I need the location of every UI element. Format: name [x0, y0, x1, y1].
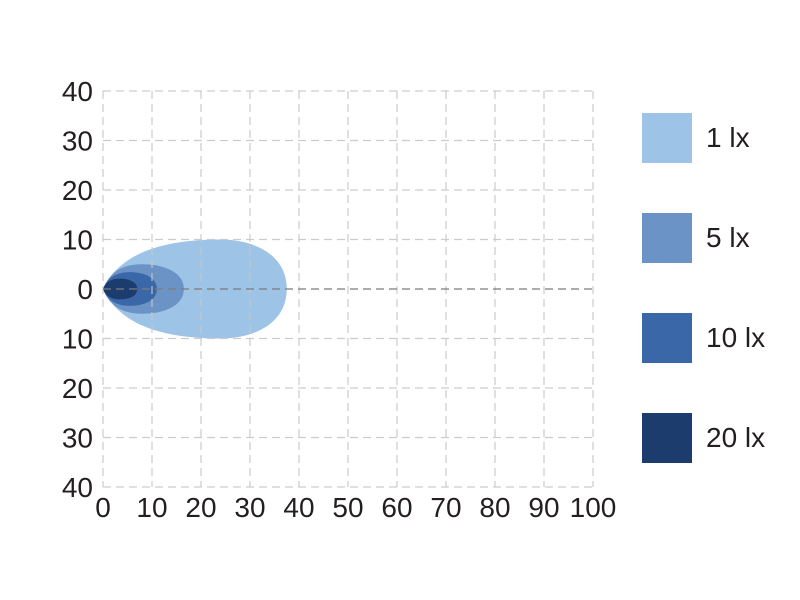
x-tick-label: 70 [430, 492, 461, 523]
x-tick-label: 90 [528, 492, 559, 523]
x-tick-label: 40 [283, 492, 314, 523]
legend-swatch [642, 113, 692, 163]
legend-label: 5 lx [706, 222, 750, 253]
legend-swatch [642, 313, 692, 363]
legend-label: 20 lx [706, 422, 766, 453]
x-tick-label: 20 [185, 492, 216, 523]
x-tick-label: 10 [136, 492, 167, 523]
legend-label: 10 lx [706, 322, 766, 353]
y-tick-label: 20 [62, 373, 93, 404]
legend-swatch [642, 413, 692, 463]
y-tick-label: 0 [77, 274, 93, 305]
x-tick-label: 50 [332, 492, 363, 523]
y-tick-label: 20 [62, 175, 93, 206]
y-tick-label: 40 [62, 472, 93, 503]
y-tick-label: 30 [62, 423, 93, 454]
legend-swatch [642, 213, 692, 263]
lux-legend: 1 lx 5 lx 10 lx 20 lx [642, 113, 792, 513]
x-tick-label: 80 [479, 492, 510, 523]
legend-item-10lx: 10 lx [642, 313, 792, 363]
x-tick-label: 30 [234, 492, 265, 523]
legend-item-20lx: 20 lx [642, 413, 792, 463]
legend-item-1lx: 1 lx [642, 113, 792, 163]
legend-label: 1 lx [706, 122, 750, 153]
y-tick-label: 10 [62, 324, 93, 355]
x-tick-label: 60 [381, 492, 412, 523]
x-tick-label: 100 [570, 492, 617, 523]
y-tick-label: 40 [62, 76, 93, 107]
y-tick-label: 10 [62, 225, 93, 256]
x-tick-label: 0 [95, 492, 111, 523]
legend-item-5lx: 5 lx [642, 213, 792, 263]
y-tick-label: 30 [62, 126, 93, 157]
